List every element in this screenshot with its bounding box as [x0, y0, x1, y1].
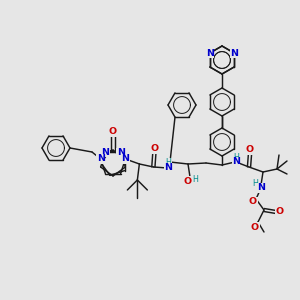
- Text: N: N: [232, 158, 240, 166]
- Text: H: H: [233, 152, 239, 161]
- Text: O: O: [150, 145, 158, 154]
- Text: N: N: [101, 148, 110, 157]
- Text: H: H: [165, 158, 171, 167]
- Text: O: O: [276, 208, 284, 217]
- Text: O: O: [251, 223, 259, 232]
- Text: N: N: [164, 164, 172, 172]
- Text: N: N: [206, 49, 214, 58]
- Text: H: H: [192, 175, 198, 184]
- Text: O: O: [246, 146, 254, 154]
- Text: N: N: [97, 154, 105, 164]
- Text: O: O: [109, 128, 117, 136]
- Text: N: N: [257, 184, 265, 193]
- Text: N: N: [122, 154, 129, 164]
- Text: N: N: [117, 148, 124, 157]
- Text: N: N: [230, 49, 238, 58]
- Text: O: O: [184, 176, 192, 185]
- Text: H: H: [252, 178, 258, 188]
- Text: O: O: [249, 197, 257, 206]
